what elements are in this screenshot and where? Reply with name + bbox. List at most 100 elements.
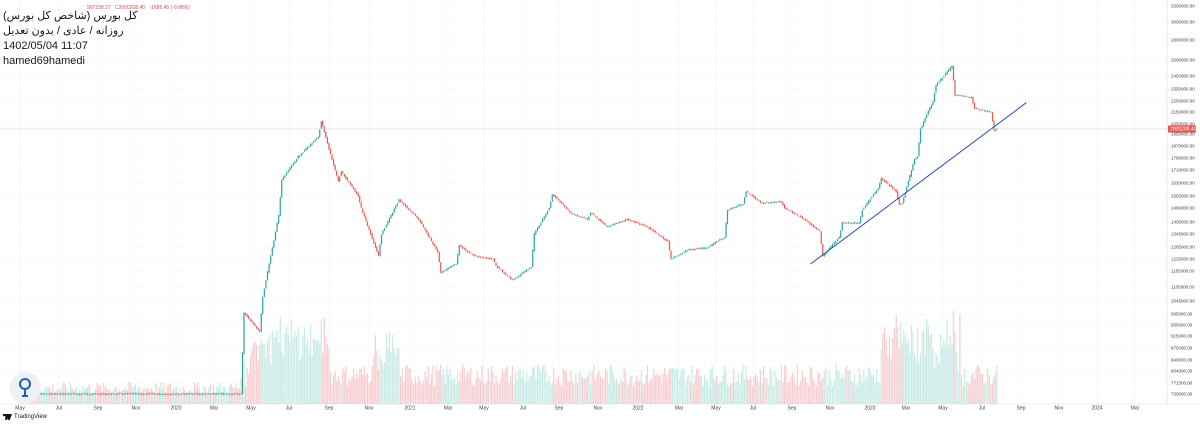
volume-bar: [785, 367, 787, 404]
volume-bar: [575, 373, 577, 404]
volume-bar: [165, 392, 167, 404]
author-name: hamed69hamedi: [3, 55, 85, 67]
candle-body: [962, 95, 964, 97]
volume-bar: [458, 381, 460, 404]
candle-body: [139, 393, 141, 395]
volume-bar: [573, 385, 575, 404]
candle-body: [262, 296, 264, 314]
candle-body: [840, 230, 842, 238]
volume-bar: [501, 368, 504, 404]
candle-body: [96, 393, 98, 395]
volume-bar: [622, 381, 624, 404]
candle-body: [800, 215, 802, 218]
volume-bar: [287, 334, 289, 404]
candle-body: [662, 236, 664, 239]
candle-body: [697, 248, 699, 250]
volume-bar: [351, 375, 353, 404]
volume-bar: [360, 368, 362, 404]
candle-body: [733, 207, 735, 209]
volume-bar: [819, 372, 821, 404]
volume-bar: [688, 374, 690, 404]
candle-body: [510, 276, 512, 280]
volume-bar: [521, 377, 523, 404]
candle-body: [326, 137, 329, 144]
time-tick-label: Sep: [555, 406, 564, 412]
volume-bar: [898, 348, 900, 404]
candle-body: [487, 258, 489, 259]
volume-bar: [359, 369, 361, 404]
candle-body: [576, 214, 579, 217]
volume-bar: [812, 379, 814, 404]
candle-body: [437, 249, 439, 253]
volume-bar: [85, 387, 87, 404]
brand-footer[interactable]: TradingView: [3, 414, 47, 420]
volume-bar: [180, 393, 183, 404]
candle-body: [588, 216, 590, 220]
volume-bar: [115, 387, 117, 404]
candle-body: [935, 85, 937, 93]
candle-body: [373, 238, 375, 244]
candle-body: [726, 210, 729, 224]
volume-bar: [900, 321, 902, 404]
candle-body: [241, 352, 244, 394]
volume-bar: [811, 368, 813, 404]
volume-bar: [106, 388, 108, 404]
candle-body: [68, 393, 70, 395]
candle-body: [548, 208, 550, 211]
candle-body: [221, 393, 223, 395]
volume-bar: [965, 381, 968, 404]
candle-body: [179, 393, 181, 395]
time-axis[interactable]: May Jul Sep Nov 2020 Mar May Jul Sep Nov 2021 Mar Ma…: [0, 403, 1200, 412]
candle-body: [551, 194, 553, 202]
location-pin-icon: [9, 372, 41, 404]
volume-bar: [379, 355, 381, 404]
candle-body: [136, 393, 138, 395]
candle-body: [642, 224, 644, 226]
candle-body: [973, 102, 976, 109]
trendline[interactable]: [810, 102, 1027, 265]
candle-body: [379, 244, 381, 257]
candle-body: [890, 185, 892, 187]
volume-bar: [91, 392, 94, 404]
volume-bar: [554, 385, 556, 404]
price-axis[interactable]: 3300000.00 3000000.00 2800000.00 2600000.00…: [1166, 0, 1195, 404]
candle-body: [955, 95, 958, 96]
volume-bar: [762, 366, 765, 404]
volume-bar: [938, 362, 940, 404]
candle-body: [519, 274, 521, 277]
volume-bar: [513, 384, 515, 404]
candle-body: [668, 241, 671, 251]
volume-bar: [540, 372, 542, 404]
candle-body: [756, 199, 758, 200]
volume-bar: [612, 373, 614, 404]
symbol-title[interactable]: کل بورس (شاخص کل بورس): [3, 10, 138, 22]
volume-bar: [910, 325, 913, 404]
volume-bar: [761, 383, 763, 404]
volume-bar: [48, 386, 51, 404]
candle-body: [246, 314, 248, 317]
candle-body: [206, 393, 208, 395]
candle-body: [433, 244, 436, 247]
volume-bar: [292, 338, 294, 404]
candle-body: [155, 394, 157, 395]
volume-bar: [461, 364, 464, 404]
candle-body: [399, 199, 402, 202]
candle-body: [618, 221, 621, 223]
volume-bar: [713, 377, 715, 404]
volume-bar: [731, 382, 733, 404]
volume-bar: [184, 389, 186, 404]
candle-body: [376, 246, 378, 252]
candle-body: [149, 393, 151, 394]
candle-body: [340, 171, 342, 176]
volume-bar: [964, 368, 966, 404]
volume-bar: [50, 391, 52, 404]
candle-body: [930, 105, 933, 109]
volume-bar: [41, 391, 43, 404]
volume-bar: [736, 381, 738, 404]
volume-bar: [204, 387, 207, 404]
volume-bar: [975, 368, 977, 404]
candle-body: [505, 273, 507, 275]
volume-bar: [916, 328, 919, 404]
volume-bar: [949, 335, 951, 404]
